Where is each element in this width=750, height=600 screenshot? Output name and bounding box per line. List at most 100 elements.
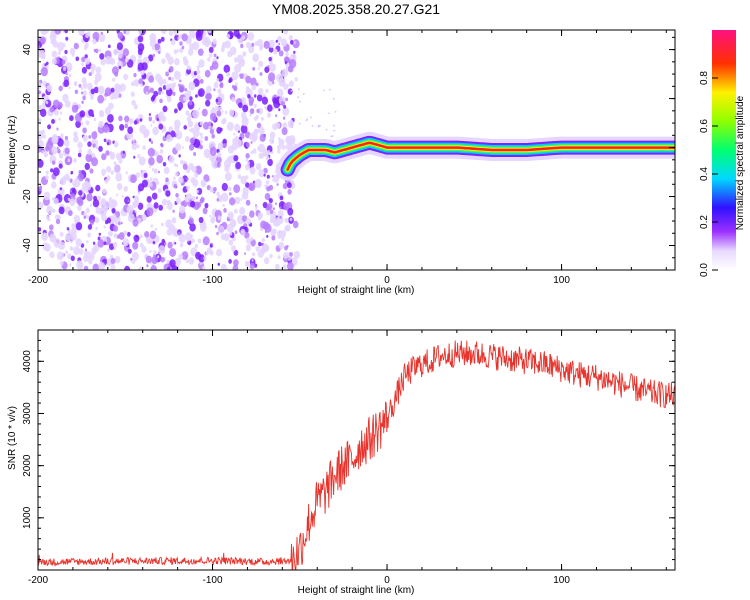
noise-speckle <box>269 253 273 259</box>
noise-speckle <box>194 165 202 175</box>
noise-speckle <box>123 185 128 192</box>
noise-speckle <box>61 59 66 65</box>
noise-speckle <box>98 261 106 270</box>
noise-speckle <box>273 174 280 183</box>
noise-speckle <box>153 202 159 209</box>
noise-speckle <box>173 163 177 167</box>
noise-speckle <box>43 191 51 201</box>
noise-speckle <box>75 222 83 231</box>
noise-speckle <box>263 40 270 49</box>
noise-speckle <box>65 250 68 255</box>
noise-speckle <box>237 174 242 180</box>
noise-speckle <box>256 108 260 113</box>
noise-speckle <box>83 215 87 219</box>
snr-plot-area <box>38 340 675 570</box>
noise-speckle <box>251 108 254 112</box>
noise-speckle <box>277 144 282 151</box>
noise-speckle <box>281 68 289 78</box>
stray-point <box>298 100 301 103</box>
noise-speckle <box>240 175 247 185</box>
noise-speckle <box>248 182 256 192</box>
noise-speckle <box>64 135 68 141</box>
noise-speckle <box>189 96 193 101</box>
noise-speckle <box>146 207 154 217</box>
noise-speckle <box>90 63 96 71</box>
noise-speckle <box>178 154 181 158</box>
noise-speckle <box>259 72 263 76</box>
noise-speckle <box>108 151 113 156</box>
noise-speckle <box>186 185 190 191</box>
noise-speckle <box>240 43 244 49</box>
noise-speckle <box>119 83 126 92</box>
noise-speckle <box>170 137 174 141</box>
noise-speckle <box>266 174 270 179</box>
noise-speckle <box>82 95 86 101</box>
noise-speckle <box>232 137 238 145</box>
noise-speckle <box>102 172 105 177</box>
snr-ticks: -200 -100 0 100 1000 2000 3000 4000 <box>22 329 675 586</box>
noise-speckle <box>69 263 72 267</box>
noise-speckle <box>45 170 49 175</box>
noise-speckle <box>264 257 270 265</box>
noise-speckle <box>263 244 270 252</box>
noise-speckle <box>151 167 155 172</box>
noise-speckle <box>170 85 175 91</box>
x-tick-label: -200 <box>28 575 48 586</box>
noise-speckle <box>234 196 241 205</box>
noise-speckle <box>281 237 285 242</box>
noise-speckle <box>59 260 64 266</box>
noise-speckle <box>287 207 294 216</box>
noise-speckle <box>139 124 147 134</box>
noise-speckle <box>110 258 116 265</box>
noise-speckle <box>166 228 173 236</box>
noise-speckle <box>106 166 112 173</box>
noise-speckle <box>124 30 130 36</box>
noise-speckle <box>186 65 191 70</box>
noise-speckle <box>201 37 208 45</box>
noise-speckle <box>133 79 140 87</box>
noise-speckle <box>157 188 162 193</box>
noise-speckle <box>157 255 160 259</box>
noise-speckle <box>217 142 224 150</box>
noise-speckle <box>253 56 258 62</box>
noise-speckle <box>254 263 258 268</box>
snr-x-axis-label: Height of straight line (km) <box>298 585 415 596</box>
noise-speckle <box>185 258 189 264</box>
noise-speckle <box>131 99 136 106</box>
noise-speckle <box>245 182 250 188</box>
noise-speckle <box>233 155 239 162</box>
noise-speckle <box>78 170 82 175</box>
noise-speckle <box>265 88 269 94</box>
noise-speckle <box>236 33 241 39</box>
noise-speckle <box>55 218 61 225</box>
noise-speckle <box>64 147 70 155</box>
noise-speckle <box>116 42 123 51</box>
noise-speckle <box>221 45 225 50</box>
noise-speckle <box>289 217 293 221</box>
noise-speckle <box>222 203 225 207</box>
noise-speckle <box>146 264 149 268</box>
noise-speckle <box>43 152 48 158</box>
noise-speckle <box>139 242 144 248</box>
noise-speckle <box>158 245 166 254</box>
noise-speckle <box>184 232 192 242</box>
noise-speckle <box>149 33 157 42</box>
stray-point <box>331 135 334 137</box>
colorbar-label: Normalized spectral amplitude <box>735 95 746 230</box>
noise-speckle <box>216 198 220 202</box>
noise-speckle <box>179 94 187 104</box>
noise-speckle <box>112 66 119 75</box>
noise-speckle <box>95 184 101 192</box>
noise-speckle <box>183 125 187 130</box>
noise-speckle <box>222 138 227 145</box>
noise-speckle <box>152 120 156 124</box>
noise-speckle <box>201 108 208 117</box>
noise-speckle <box>243 115 247 120</box>
noise-speckle <box>172 209 175 213</box>
noise-speckle <box>58 241 65 250</box>
noise-speckle <box>40 30 48 36</box>
noise-speckle <box>84 248 88 252</box>
noise-speckle <box>269 131 276 139</box>
noise-speckle <box>292 39 300 49</box>
